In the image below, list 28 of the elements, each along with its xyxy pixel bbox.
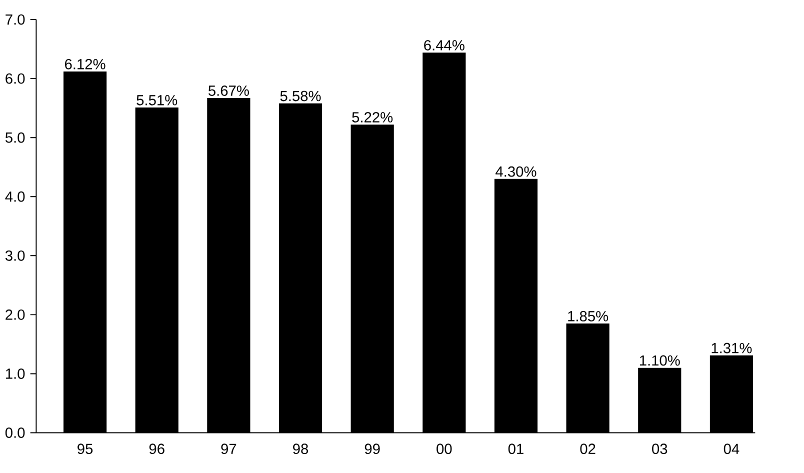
x-tick-label: 01 — [508, 444, 524, 454]
y-tick-label: 1.0 — [6, 368, 25, 379]
data-label: 1.31% — [712, 342, 752, 354]
y-tick-label: 4.0 — [5, 192, 25, 202]
data-label: 6.12% — [65, 59, 106, 70]
x-tick-label: 98 — [293, 444, 308, 454]
y-tick-label: 7.0 — [6, 14, 25, 25]
x-tick-label: 04 — [724, 444, 740, 454]
x-tick-label: 00 — [436, 444, 452, 454]
data-label: 4.30% — [496, 166, 536, 177]
x-tick-label: 02 — [580, 444, 596, 454]
data-label: 5.67% — [208, 86, 249, 96]
data-label: 5.58% — [280, 90, 321, 102]
x-tick-label: 97 — [221, 444, 236, 454]
data-label: 6.44% — [424, 40, 464, 51]
y-tick-label: 0.0 — [5, 428, 25, 438]
y-tick-label: 6.0 — [6, 73, 25, 84]
data-label: 1.10% — [640, 355, 680, 366]
data-label: 1.85% — [568, 311, 608, 322]
x-tick-label: 03 — [652, 444, 668, 454]
x-tick-label: 99 — [364, 444, 380, 454]
y-tick-label: 2.0 — [6, 310, 25, 320]
data-label: 5.22% — [352, 112, 393, 123]
y-tick-label: 5.0 — [5, 132, 25, 143]
data-label: 5.51% — [136, 95, 178, 106]
x-tick-label: 96 — [149, 444, 164, 454]
x-tick-label: 95 — [78, 444, 93, 454]
y-tick-label: 3.0 — [5, 250, 25, 261]
